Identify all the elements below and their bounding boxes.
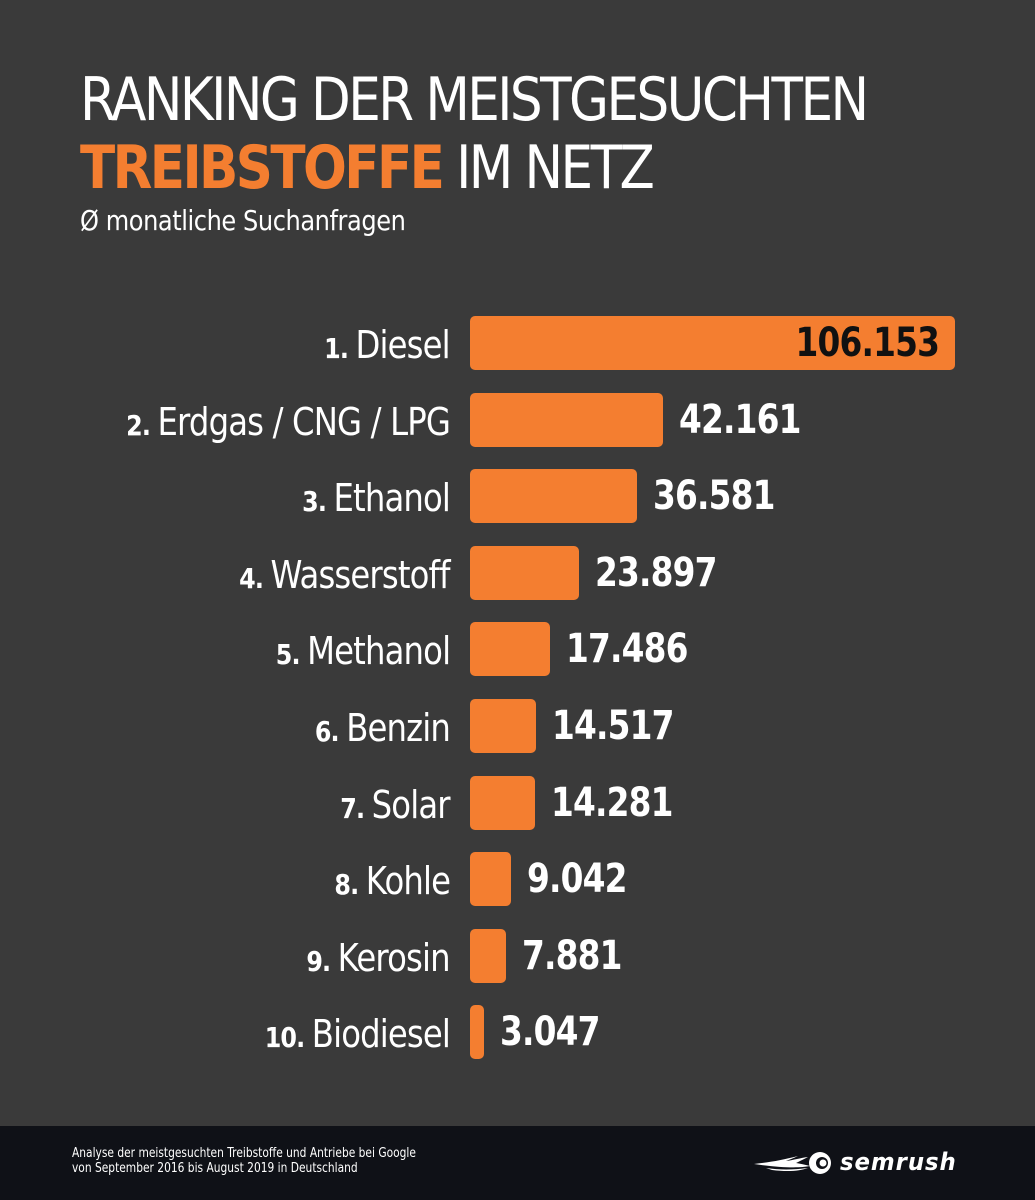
category-label: 3. Ethanol — [302, 471, 451, 529]
category-label: 5. Methanol — [275, 624, 451, 682]
bar — [470, 699, 537, 753]
bar — [470, 928, 506, 983]
footnote-line-1: Analyse der meistgesuchten Treibstoffe u… — [72, 1146, 416, 1161]
rank-number: 7. — [340, 791, 372, 825]
bar — [470, 392, 663, 447]
rank-number: 3. — [302, 485, 334, 519]
value-label: 36.581 — [653, 473, 775, 520]
bar — [470, 545, 580, 600]
value-label: 9.042 — [527, 856, 627, 903]
subtitle: Ø monatliche Suchanfragen — [80, 204, 406, 237]
category-name: Kerosin — [337, 935, 451, 980]
value-label: 42.161 — [678, 396, 801, 443]
category-label: 4. Wasserstoff — [239, 548, 451, 606]
rank-number: 8. — [334, 868, 366, 902]
semrush-fireball-icon — [754, 1152, 831, 1174]
value-label: 17.486 — [565, 626, 688, 673]
title-rest: IM NETZ — [442, 133, 655, 203]
category-label: 1. Diesel — [324, 318, 450, 376]
value-label: 7.881 — [522, 932, 622, 979]
category-name: Benzin — [346, 706, 451, 750]
value-label: 14.517 — [552, 703, 674, 749]
value-label: 3.047 — [499, 1009, 600, 1056]
value-label: 23.897 — [595, 549, 717, 596]
category-label: 7. Solar — [340, 778, 451, 836]
category-name: Biodiesel — [311, 1012, 451, 1057]
category-label: 8. Kohle — [334, 854, 451, 912]
title-accent: TREIBSTOFFE — [80, 133, 445, 203]
bar — [470, 622, 550, 677]
category-name: Kohle — [365, 859, 451, 904]
category-name: Wasserstoff — [270, 552, 451, 597]
bar — [470, 852, 512, 907]
category-name: Methanol — [306, 629, 451, 674]
category-label: 9. Kerosin — [306, 931, 451, 989]
title-line-1: RANKING DER MEISTGESUCHTEN — [80, 65, 869, 135]
footer: Analyse der meistgesuchten Treibstoffe u… — [0, 1126, 1035, 1200]
category-label: 2. Erdgas / CNG / LPG — [126, 395, 451, 453]
rank-number: 9. — [306, 944, 338, 978]
value-label: 106.153 — [795, 320, 939, 366]
rank-number: 2. — [126, 408, 158, 442]
footnote: Analyse der meistgesuchten Treibstoffe u… — [72, 1146, 416, 1176]
title-line-2: TREIBSTOFFE IM NETZ — [80, 134, 866, 202]
rank-number: 10. — [264, 1021, 312, 1055]
category-name: Erdgas / CNG / LPG — [157, 399, 450, 444]
page-title: RANKING DER MEISTGESUCHTEN TREIBSTOFFE I… — [80, 65, 869, 202]
footnote-line-2: von September 2016 bis August 2019 in De… — [72, 1161, 358, 1176]
bar — [470, 469, 638, 524]
category-name: Diesel — [355, 323, 451, 367]
semrush-logo: semrush — [752, 1148, 962, 1178]
rank-number: 4. — [239, 561, 271, 595]
bar — [470, 1005, 484, 1060]
category-name: Ethanol — [333, 476, 450, 521]
semrush-logo-text: semrush — [840, 1148, 957, 1176]
rank-number: 6. — [314, 715, 347, 748]
rank-number: 5. — [275, 638, 307, 672]
category-name: Solar — [371, 782, 451, 827]
bar — [470, 775, 536, 830]
value-label: 14.281 — [551, 779, 673, 826]
category-label: 10. Biodiesel — [264, 1007, 451, 1065]
rank-number: 1. — [324, 332, 356, 365]
bar-chart: 1. Diesel 106.153 2. Erdgas / CNG / LPG 42.… — [126, 316, 955, 1065]
bar — [470, 316, 955, 370]
category-label: 6. Benzin — [314, 701, 451, 759]
